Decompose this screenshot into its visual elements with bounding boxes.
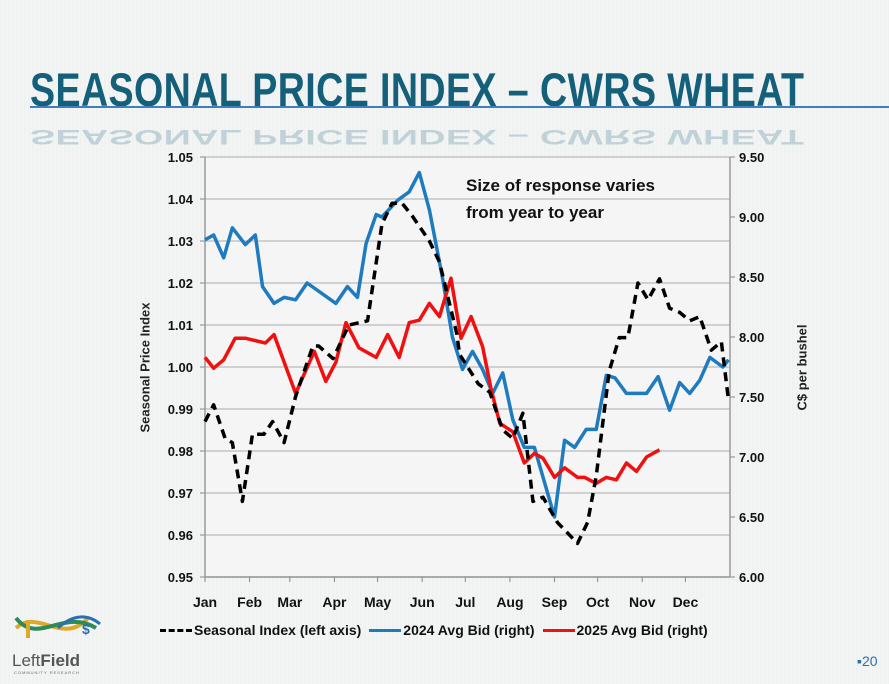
x-tick-label: Nov (629, 594, 656, 610)
chart-annotation: Size of response varies from year to yea… (466, 172, 655, 226)
x-tick-label: Feb (237, 594, 262, 610)
page-bullet: ▪ (857, 653, 862, 669)
x-tick-label: Aug (496, 594, 523, 610)
legend-item-2025: 2025 Avg Bid (right) (542, 622, 708, 638)
right-tick-label: 8.00 (739, 330, 764, 345)
left-tick-label: 0.96 (168, 528, 193, 543)
series-bid-2024 (204, 170, 730, 519)
x-tick-label: Mar (277, 594, 302, 610)
series-line (204, 170, 730, 519)
left-tick-label: 0.99 (168, 402, 193, 417)
annotation-line-2: from year to year (466, 203, 604, 222)
left-tick-label: 1.00 (168, 360, 193, 375)
left-tick-label: 1.05 (168, 150, 193, 165)
left-tick-label: 0.95 (168, 570, 193, 585)
legend-label-seasonal: Seasonal Index (left axis) (194, 622, 362, 638)
right-tick-label: 6.50 (739, 510, 764, 525)
left-tick-label: 1.03 (168, 234, 193, 249)
x-tick-label: May (364, 594, 391, 610)
x-tick-label: Oct (586, 594, 610, 610)
page-number: ▪20 (857, 653, 878, 669)
left-tick-label: 1.02 (168, 276, 193, 291)
right-tick-label: 6.00 (739, 570, 764, 585)
series-bid-2025 (203, 276, 661, 486)
legend-item-seasonal: Seasonal Index (left axis) (160, 622, 361, 638)
annotation-line-1: Size of response varies (466, 176, 655, 195)
series-seasonal-index (203, 201, 731, 546)
title-underline (30, 106, 889, 108)
svg-text:LeftField: LeftField (12, 651, 80, 670)
right-tick-label: 9.00 (739, 210, 764, 225)
right-tick-label: 7.50 (739, 390, 764, 405)
left-tick-label: 0.97 (168, 486, 193, 501)
legend-item-2024: 2024 Avg Bid (right) (369, 622, 535, 638)
x-tick-label: Dec (673, 594, 699, 610)
legend-swatch-2024 (369, 628, 402, 632)
left-tick-label: 1.01 (168, 318, 193, 333)
right-tick-label: 7.00 (739, 450, 764, 465)
chart-legend: Seasonal Index (left axis) 2024 Avg Bid … (160, 622, 716, 638)
x-tick-label: Sep (542, 594, 568, 610)
left-axis-label: Seasonal Price Index (137, 302, 153, 433)
svg-text:COMMUNITY RESEARCH: COMMUNITY RESEARCH (14, 670, 80, 675)
x-tick-label: Jul (455, 594, 475, 610)
x-tick-label: Jan (193, 594, 217, 610)
svg-text:$: $ (82, 621, 90, 637)
page-number-value: 20 (861, 653, 878, 669)
left-tick-label: 0.98 (168, 444, 193, 459)
right-tick-label: 9.50 (739, 150, 764, 165)
left-tick-label: 1.04 (168, 192, 194, 207)
leftfield-logo: $ LeftField COMMUNITY RESEARCH (12, 615, 101, 675)
x-tick-label: Apr (322, 594, 347, 610)
right-axis-label: C$ per bushel (794, 324, 810, 411)
legend-swatch-seasonal (160, 628, 192, 632)
x-tick-label: Jun (410, 594, 435, 610)
legend-swatch-2025 (542, 628, 575, 632)
legend-label-2025: 2025 Avg Bid (right) (576, 622, 708, 638)
right-tick-label: 8.50 (739, 270, 764, 285)
legend-label-2024: 2024 Avg Bid (right) (403, 622, 535, 638)
